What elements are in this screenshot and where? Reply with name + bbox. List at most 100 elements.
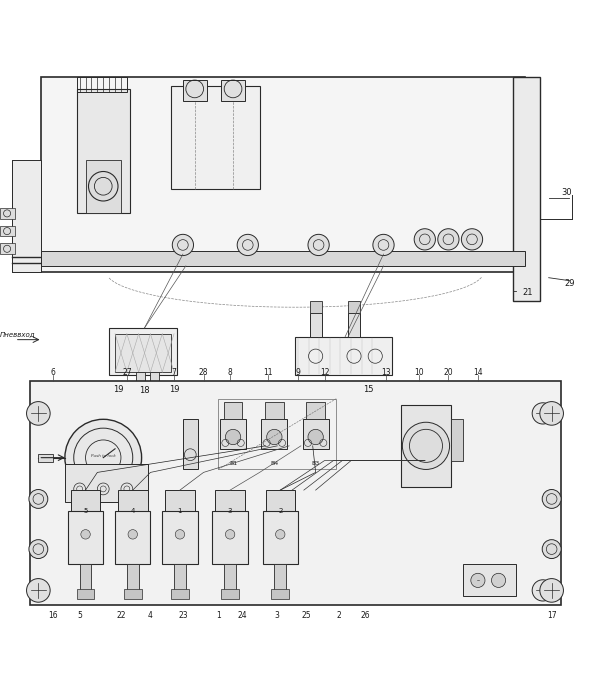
Circle shape bbox=[542, 489, 561, 508]
Text: 15: 15 bbox=[363, 385, 374, 395]
Bar bbox=[348, 313, 360, 337]
Text: 2: 2 bbox=[278, 507, 283, 514]
Circle shape bbox=[542, 539, 561, 558]
Bar bbox=[30, 381, 560, 605]
Bar bbox=[451, 420, 463, 461]
Circle shape bbox=[532, 580, 553, 601]
Circle shape bbox=[540, 579, 563, 602]
Bar bbox=[215, 490, 245, 511]
Bar bbox=[303, 420, 329, 449]
Circle shape bbox=[373, 234, 394, 256]
Ellipse shape bbox=[219, 521, 241, 553]
Text: 19: 19 bbox=[113, 385, 123, 395]
Bar bbox=[261, 420, 287, 449]
Bar bbox=[171, 589, 189, 599]
Bar bbox=[310, 301, 322, 313]
Bar bbox=[224, 401, 242, 420]
Circle shape bbox=[225, 429, 241, 445]
Text: 20: 20 bbox=[444, 367, 453, 376]
Text: Пневвход: Пневвход bbox=[0, 331, 35, 337]
Bar bbox=[115, 511, 150, 564]
Text: 29: 29 bbox=[564, 279, 575, 288]
Bar bbox=[295, 337, 392, 375]
Text: 23: 23 bbox=[178, 611, 188, 620]
Circle shape bbox=[172, 234, 194, 256]
Bar bbox=[218, 399, 336, 470]
Text: 11: 11 bbox=[264, 367, 273, 376]
Bar bbox=[77, 77, 127, 92]
Bar bbox=[109, 328, 177, 375]
Circle shape bbox=[81, 530, 90, 539]
Bar bbox=[0, 226, 15, 236]
Bar bbox=[348, 301, 360, 313]
Bar bbox=[124, 589, 142, 599]
Circle shape bbox=[267, 429, 282, 445]
Circle shape bbox=[308, 429, 323, 445]
Bar bbox=[0, 243, 15, 254]
Bar bbox=[65, 464, 148, 502]
Bar bbox=[127, 564, 139, 590]
Text: 7: 7 bbox=[172, 367, 176, 376]
Text: 5: 5 bbox=[77, 611, 82, 620]
Text: B1: B1 bbox=[229, 461, 237, 466]
Bar bbox=[174, 564, 186, 590]
Bar bbox=[136, 372, 145, 387]
Text: 6: 6 bbox=[51, 367, 55, 376]
Circle shape bbox=[471, 574, 485, 588]
Text: 22: 22 bbox=[116, 611, 126, 620]
Text: 4: 4 bbox=[130, 507, 135, 514]
Circle shape bbox=[532, 403, 553, 424]
Bar bbox=[183, 80, 206, 100]
Bar bbox=[220, 420, 246, 449]
Bar bbox=[513, 77, 540, 301]
Text: 8: 8 bbox=[228, 367, 232, 376]
Bar bbox=[266, 490, 295, 511]
Text: 4: 4 bbox=[148, 611, 153, 620]
Circle shape bbox=[128, 530, 137, 539]
Bar bbox=[171, 86, 260, 189]
Text: 27: 27 bbox=[122, 367, 132, 376]
Bar bbox=[221, 589, 239, 599]
Circle shape bbox=[540, 401, 563, 425]
Bar bbox=[41, 251, 525, 266]
Bar bbox=[80, 564, 91, 590]
Text: 30: 30 bbox=[561, 187, 572, 197]
Circle shape bbox=[225, 530, 235, 539]
Circle shape bbox=[491, 574, 506, 588]
Text: 25: 25 bbox=[302, 611, 312, 620]
Ellipse shape bbox=[75, 521, 96, 553]
Text: 21: 21 bbox=[523, 288, 533, 297]
Text: Push to lock: Push to lock bbox=[91, 454, 116, 459]
Bar bbox=[274, 564, 286, 590]
Circle shape bbox=[175, 530, 185, 539]
Text: 17: 17 bbox=[547, 611, 556, 620]
Text: 10: 10 bbox=[414, 367, 424, 376]
Text: 13: 13 bbox=[382, 367, 391, 376]
Bar bbox=[71, 490, 100, 511]
Ellipse shape bbox=[170, 521, 190, 553]
Circle shape bbox=[27, 579, 50, 602]
Text: 9: 9 bbox=[296, 367, 300, 376]
Bar bbox=[265, 401, 284, 420]
Text: 14: 14 bbox=[473, 367, 483, 376]
Bar bbox=[150, 372, 159, 387]
Text: 1: 1 bbox=[178, 507, 182, 514]
Bar bbox=[165, 490, 195, 511]
Bar bbox=[77, 589, 94, 599]
Text: B3: B3 bbox=[312, 461, 320, 466]
Bar bbox=[115, 334, 171, 372]
Circle shape bbox=[276, 530, 285, 539]
Bar bbox=[38, 454, 53, 462]
Bar bbox=[212, 511, 248, 564]
Bar bbox=[86, 160, 121, 213]
Text: 2: 2 bbox=[337, 611, 342, 620]
Text: 5: 5 bbox=[83, 507, 88, 514]
Text: 26: 26 bbox=[361, 611, 371, 620]
Circle shape bbox=[438, 229, 459, 250]
Bar bbox=[271, 589, 289, 599]
Bar bbox=[221, 80, 245, 100]
Circle shape bbox=[65, 420, 142, 496]
Bar bbox=[68, 511, 103, 564]
Bar bbox=[41, 77, 525, 272]
Circle shape bbox=[308, 234, 329, 256]
